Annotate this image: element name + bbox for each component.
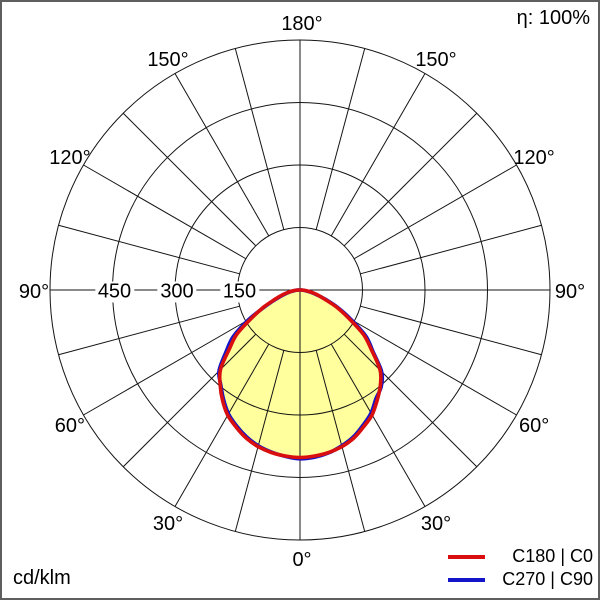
grid-spoke-120 [353,164,517,260]
grid-spoke-315 [122,333,257,468]
angle-label-120-right: 120° [513,147,555,169]
angle-label-30-left: 30° [152,513,184,536]
grid-spoke-330 [174,343,270,507]
grid-spoke-210 [174,73,270,237]
grid-spoke-240 [83,164,247,260]
legend-label-c180-c0: C180 | C0 [512,546,593,566]
legend-swatch-c270-c90 [448,577,485,582]
grid-spoke-165 [315,48,366,230]
grid-spoke-225 [122,112,257,247]
grid-spoke-285 [58,305,240,356]
angle-label-150-left: 150° [147,48,189,71]
grid-spoke-60 [353,320,517,416]
grid-spoke-15 [315,350,366,532]
angle-label-120-left: 120° [49,147,91,169]
curve-c180-c0 [217,288,383,460]
radial-tick-450: 450 [94,281,135,303]
grid-spoke-255 [58,224,240,275]
efficiency-label: η: 100% [516,7,590,29]
grid-spoke-45 [343,333,478,468]
angle-label-150-right: 150° [415,48,457,71]
grid-spoke-75 [360,305,542,356]
angle-label-60-left: 60° [54,415,86,437]
grid-spoke-105 [360,224,542,275]
angle-label-90-left: 90° [18,281,50,303]
angle-label-0: 0° [292,549,312,571]
grid-spoke-135 [343,112,478,247]
grid-spoke-150 [330,73,426,237]
grid-spoke-30 [330,343,426,507]
unit-label: cd/klm [13,567,71,589]
angle-label-60-right: 60° [518,415,550,437]
legend: C180 | C0 C270 | C90 [448,545,593,591]
radial-tick-300: 300 [157,281,197,303]
legend-item-c180-c0: C180 | C0 [448,545,593,568]
grid-spoke-195 [234,48,285,230]
angle-label-180: 180° [281,13,323,35]
grid-spoke-345 [234,350,285,532]
angle-label-30-right: 30° [420,513,452,536]
legend-item-c270-c90: C270 | C90 [448,568,593,591]
legend-label-c270-c90: C270 | C90 [502,569,593,589]
legend-swatch-c180-c0 [448,554,485,559]
angle-label-90-right: 90° [554,281,586,303]
grid-spoke-300 [83,320,247,416]
radial-tick-150: 150 [219,281,260,303]
curve-fill-c270-c90 [218,290,383,459]
